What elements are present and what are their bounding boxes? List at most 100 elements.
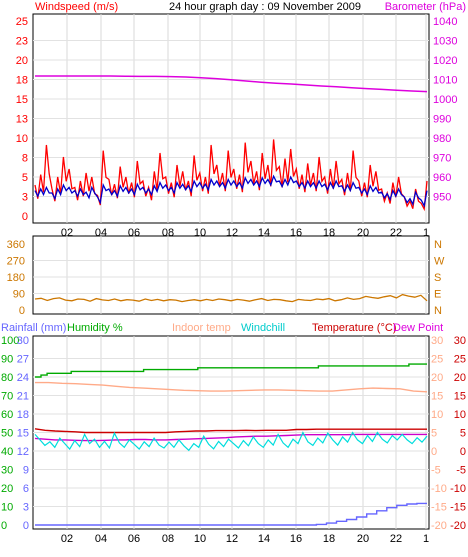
humidity-tick-label: 100 bbox=[1, 335, 19, 347]
rain-tick-label: 12 bbox=[17, 446, 29, 458]
temp-tick-label: 5 bbox=[460, 428, 466, 440]
compass-tick-label: S bbox=[434, 272, 441, 284]
indoor-tick-label: 10 bbox=[431, 409, 443, 421]
x-tick-label: 12 bbox=[226, 533, 238, 545]
legend-dew-point: Dew Point bbox=[393, 322, 443, 334]
compass-tick-label: N bbox=[434, 239, 442, 251]
panel2-tick-labels: 360 N 270 W 180 S 90 E 0 N bbox=[7, 239, 445, 317]
windspeed-tick-label: 5 bbox=[22, 172, 28, 184]
panel2-grid bbox=[33, 236, 429, 314]
x-tick-label: 14 bbox=[258, 533, 270, 545]
humidity-tick-label: 70 bbox=[1, 391, 13, 403]
humidity-tick-label: 0 bbox=[1, 520, 7, 532]
windspeed-tick-label: 23 bbox=[16, 36, 28, 48]
humidity-tick-label: 80 bbox=[1, 372, 13, 384]
barometer-tick-label: 1000 bbox=[433, 94, 457, 106]
wind-direction-line bbox=[34, 293, 428, 303]
temp-tick-label: 0 bbox=[460, 446, 466, 458]
wind-direction-panel: 360 N 270 W 180 S 90 E 0 N bbox=[7, 235, 445, 317]
temp-tick-label: 25 bbox=[454, 354, 466, 366]
windspeed-tick-label: 13 bbox=[16, 114, 28, 126]
legend-indoor-temp: Indoor temp bbox=[172, 322, 231, 334]
humidity-tick-label: 20 bbox=[1, 483, 13, 495]
windspeed-tick-label: 25 bbox=[16, 16, 28, 28]
rain-tick-label: 6 bbox=[23, 483, 29, 495]
windspeed-tick-label: 3 bbox=[22, 192, 28, 204]
temp-tick-label: -5 bbox=[456, 465, 466, 477]
humidity-tick-label: 60 bbox=[1, 409, 13, 421]
barometer-tick-label: 1020 bbox=[433, 55, 457, 67]
x-tick-label: 10 bbox=[194, 533, 206, 545]
panel3-series bbox=[34, 363, 428, 526]
indoor-tick-label: -20 bbox=[431, 520, 447, 532]
temp-tick-label: 15 bbox=[454, 391, 466, 403]
windspeed-tick-label: 10 bbox=[16, 133, 28, 145]
direction-tick-label: 0 bbox=[19, 305, 25, 317]
x-tick-label: 1 bbox=[423, 533, 429, 545]
direction-tick-label: 270 bbox=[7, 256, 25, 268]
rain-tick-label: 18 bbox=[17, 409, 29, 421]
indoor-tick-label: -5 bbox=[431, 465, 441, 477]
rain-tick-label: 27 bbox=[17, 354, 29, 366]
compass-tick-label: E bbox=[434, 289, 441, 301]
barometer-tick-label: 950 bbox=[433, 192, 451, 204]
temperature-line bbox=[34, 428, 427, 434]
windspeed-barometer-panel: Windspeed (m/s) 24 hour graph day : 09 N… bbox=[16, 1, 466, 239]
chart1-title: 24 hour graph day : 09 November 2009 bbox=[169, 1, 361, 13]
barometer-tick-label: 980 bbox=[433, 133, 451, 145]
windspeed-tick-label: 20 bbox=[16, 55, 28, 67]
dew-point-line bbox=[34, 433, 427, 442]
temp-tick-label: 20 bbox=[454, 372, 466, 384]
indoor-temp-line bbox=[35, 381, 428, 393]
rain-tick-label: 24 bbox=[17, 372, 29, 384]
indoor-tick-label: 20 bbox=[431, 372, 443, 384]
windspeed-axis-label: Windspeed (m/s) bbox=[35, 1, 118, 13]
temperature-humidity-panel: Rainfall (mm) Humidity % Indoor temp Win… bbox=[1, 322, 466, 545]
temp-tick-label: -20 bbox=[450, 520, 466, 532]
windspeed-tick-label: 8 bbox=[22, 153, 28, 165]
rainfall-line bbox=[35, 502, 427, 526]
humidity-tick-label: 40 bbox=[1, 446, 13, 458]
rain-tick-label: 0 bbox=[23, 520, 29, 532]
panel2-frame bbox=[32, 235, 430, 315]
legend-temperature: Temperature (°C) bbox=[312, 322, 396, 334]
x-tick-label: 04 bbox=[95, 533, 107, 545]
indoor-tick-label: 15 bbox=[431, 391, 443, 403]
x-tick-label: 1 bbox=[423, 227, 429, 239]
compass-tick-label: N bbox=[434, 305, 442, 317]
windspeed-line bbox=[34, 139, 428, 212]
panel1-series bbox=[34, 75, 428, 212]
legend-rainfall: Rainfall (mm) bbox=[1, 322, 66, 334]
barometer-tick-label: 1010 bbox=[433, 75, 457, 87]
x-tick-label: 22 bbox=[390, 533, 402, 545]
humidity-line bbox=[35, 363, 427, 378]
panel1-grid bbox=[33, 14, 429, 223]
compass-tick-label: W bbox=[434, 256, 445, 268]
x-tick-label: 06 bbox=[128, 533, 140, 545]
humidity-tick-label: 10 bbox=[1, 502, 13, 514]
legend-humidity: Humidity % bbox=[67, 322, 123, 334]
barometer-tick-label: 1030 bbox=[433, 36, 457, 48]
barometer-tick-label: 1040 bbox=[433, 16, 457, 28]
rain-tick-label: 9 bbox=[23, 465, 29, 477]
indoor-tick-label: 25 bbox=[431, 354, 443, 366]
x-tick-label: 20 bbox=[357, 533, 369, 545]
barometer-tick-label: 970 bbox=[433, 153, 451, 165]
indoor-tick-label: -10 bbox=[431, 483, 447, 495]
indoor-tick-label: 30 bbox=[431, 335, 443, 347]
legend-windchill: Windchill bbox=[241, 322, 285, 334]
barometer-line bbox=[35, 75, 428, 93]
direction-tick-label: 360 bbox=[7, 239, 25, 251]
temp-tick-label: 10 bbox=[454, 409, 466, 421]
x-tick-label: 02 bbox=[61, 533, 73, 545]
barometer-axis-label: Barometer (hPa) bbox=[385, 1, 466, 13]
temp-tick-label: -15 bbox=[450, 502, 466, 514]
windchill-line bbox=[34, 431, 428, 452]
indoor-tick-label: 0 bbox=[431, 446, 437, 458]
windspeed-tick-label: 0 bbox=[22, 211, 28, 223]
direction-tick-label: 180 bbox=[7, 272, 25, 284]
direction-tick-label: 90 bbox=[13, 289, 25, 301]
